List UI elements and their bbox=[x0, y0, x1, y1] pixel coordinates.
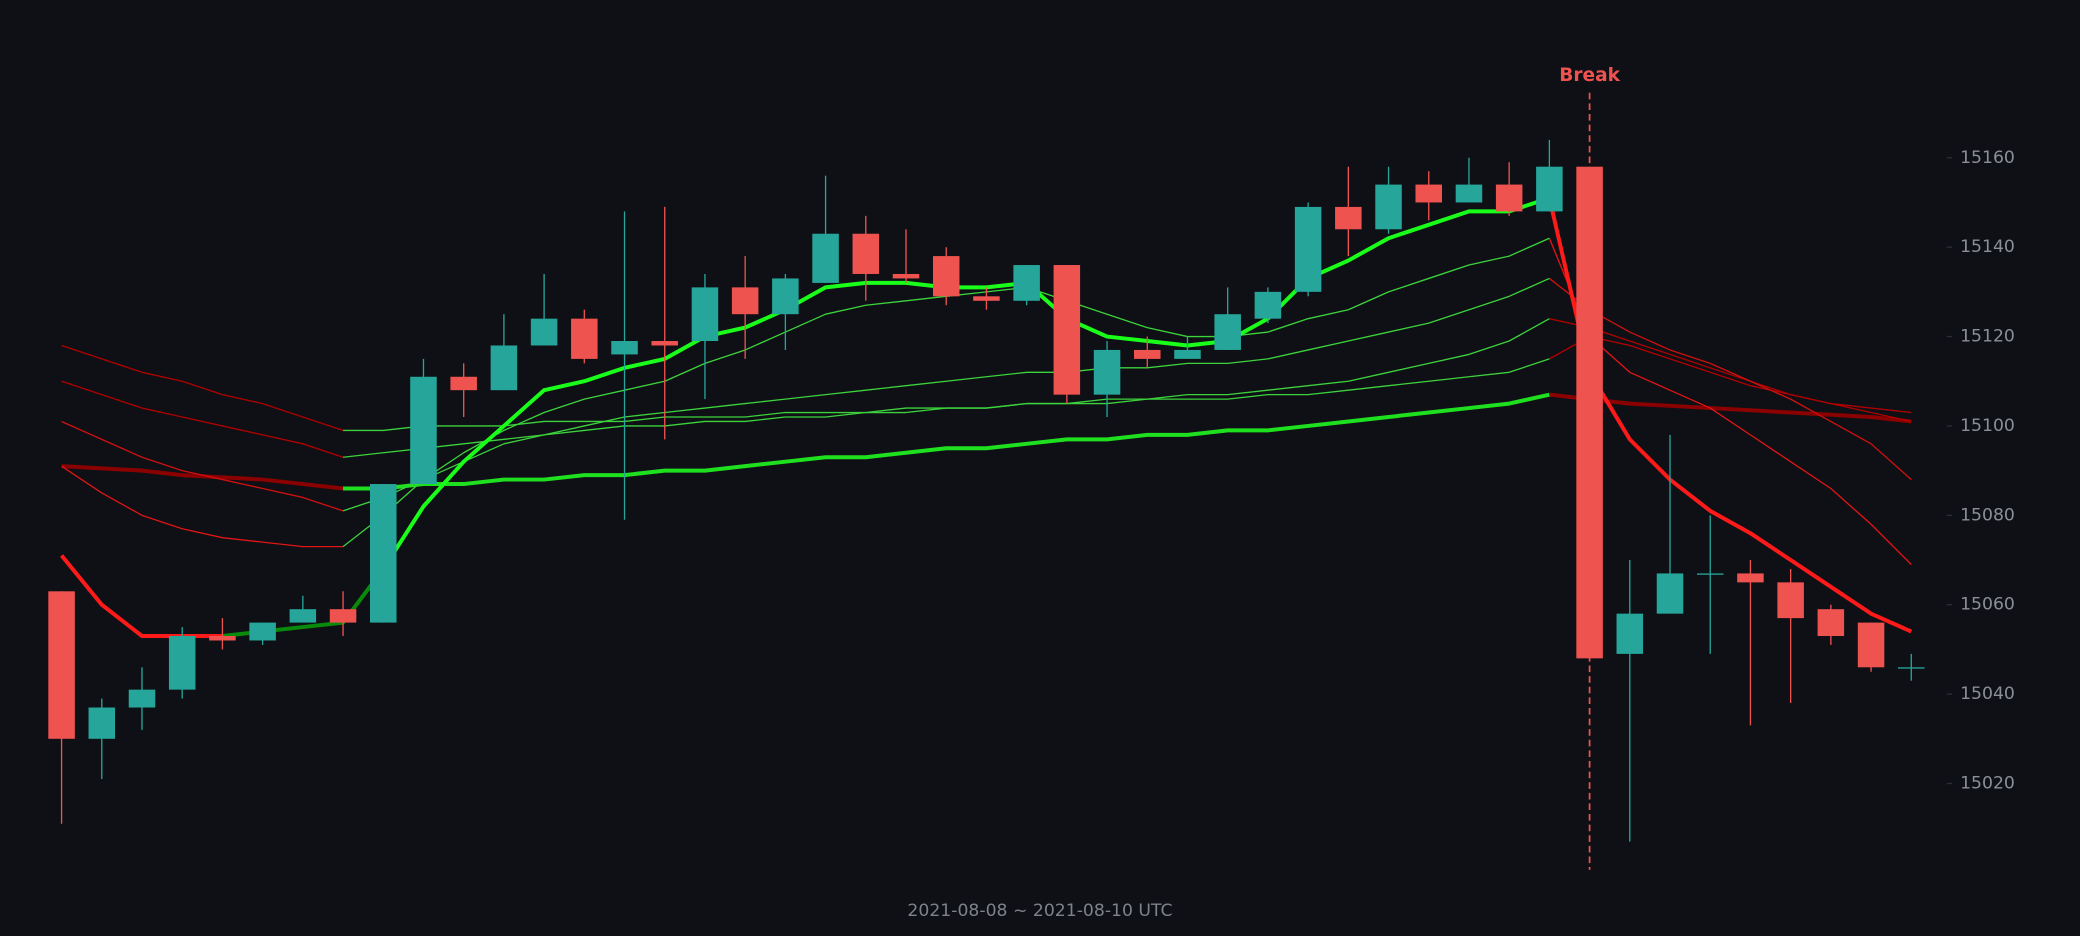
candle-body bbox=[852, 233, 880, 274]
ribbon-line bbox=[60, 554, 223, 638]
candle-body bbox=[772, 278, 799, 315]
candle-body bbox=[1335, 206, 1362, 230]
ribbon-line bbox=[61, 380, 344, 458]
ribbon-line bbox=[1549, 318, 1912, 423]
candle-body bbox=[651, 341, 678, 346]
candle-body bbox=[1134, 349, 1161, 359]
candle-body bbox=[370, 484, 397, 623]
candle-body bbox=[1254, 291, 1282, 319]
candle-body bbox=[48, 591, 75, 739]
candle-body bbox=[1415, 184, 1443, 203]
candle-body bbox=[932, 256, 960, 297]
y-tick-label: 15140 bbox=[1960, 237, 2015, 257]
ribbon-line bbox=[381, 196, 1551, 571]
candle-body bbox=[691, 287, 719, 342]
ribbon-line bbox=[61, 464, 344, 491]
candle-body bbox=[812, 233, 839, 283]
x-axis-label: 2021-08-08 ~ 2021-08-10 UTC bbox=[907, 901, 1172, 921]
candle-body bbox=[88, 707, 116, 739]
y-tick-label: 15020 bbox=[1960, 774, 2015, 794]
y-tick-label: 15060 bbox=[1960, 595, 2015, 615]
candle-body bbox=[410, 376, 437, 485]
ribbon-line bbox=[222, 567, 385, 638]
candle-body bbox=[1093, 349, 1121, 395]
candle-body bbox=[1174, 349, 1201, 359]
ribbon-line bbox=[1548, 277, 1912, 481]
candle-body bbox=[1696, 573, 1724, 575]
candle-body bbox=[1817, 609, 1845, 637]
ribbon-line bbox=[342, 277, 1550, 512]
y-tick-label: 15100 bbox=[1960, 416, 2015, 436]
candle-body bbox=[329, 609, 357, 623]
candle-body bbox=[571, 318, 598, 359]
candle-body bbox=[1616, 613, 1644, 654]
ribbon-line bbox=[61, 344, 344, 432]
candle-body bbox=[1294, 206, 1322, 292]
candle-body bbox=[973, 296, 1000, 301]
candle-body bbox=[1857, 622, 1885, 668]
candle-body bbox=[1053, 265, 1081, 395]
candle-body bbox=[892, 273, 920, 279]
candle-body bbox=[731, 287, 759, 315]
candle-body bbox=[209, 636, 236, 641]
candle-body bbox=[1737, 573, 1764, 583]
candle-body bbox=[168, 636, 196, 690]
candle-body bbox=[1013, 265, 1040, 301]
ribbon-line bbox=[61, 465, 344, 548]
candle-body bbox=[1375, 184, 1402, 230]
candle-body bbox=[1536, 166, 1563, 212]
candle-body bbox=[1214, 314, 1241, 350]
candle-body bbox=[249, 622, 276, 641]
candle-body bbox=[1777, 582, 1804, 619]
ribbon-line bbox=[1549, 335, 1912, 414]
candle-body bbox=[1455, 184, 1483, 203]
candle-body bbox=[1898, 667, 1925, 669]
y-tick-label: 15080 bbox=[1960, 505, 2015, 525]
ribbon-line bbox=[1549, 392, 1912, 424]
candle-body bbox=[611, 341, 638, 355]
y-tick-label: 15160 bbox=[1960, 148, 2015, 168]
y-tick-label: 15040 bbox=[1960, 684, 2015, 704]
candle-body bbox=[289, 609, 317, 623]
ribbon-line bbox=[1548, 237, 1912, 565]
ribbon-line bbox=[1547, 197, 1913, 634]
candle-body bbox=[1495, 184, 1523, 212]
ribbon-line bbox=[343, 392, 1550, 491]
y-tick-label: 15120 bbox=[1960, 327, 2015, 347]
candle-body bbox=[490, 345, 518, 391]
candle-body bbox=[128, 689, 156, 708]
candle-body bbox=[450, 376, 477, 391]
candle-body bbox=[1656, 573, 1684, 614]
ribbon-line bbox=[61, 420, 344, 512]
annotation-label: Break bbox=[1559, 65, 1620, 86]
candle-body bbox=[530, 318, 558, 346]
